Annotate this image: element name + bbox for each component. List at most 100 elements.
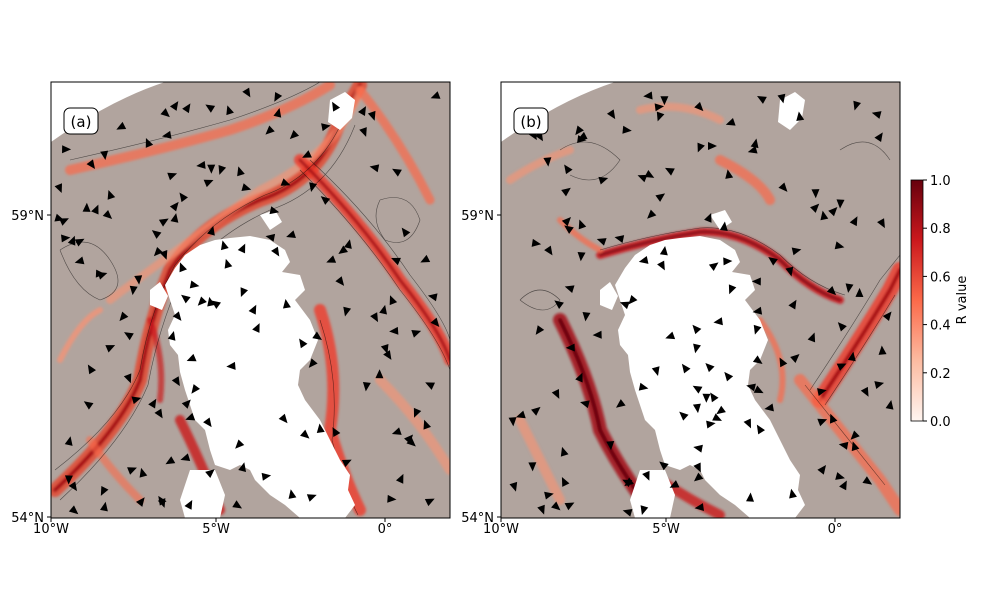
flow-arrow	[614, 235, 625, 243]
flow-arrow	[638, 382, 649, 391]
flow-arrow	[332, 101, 341, 112]
flow-arrow	[537, 504, 545, 515]
flow-arrow	[427, 293, 438, 302]
flow-arrow	[580, 400, 590, 409]
flow-arrow	[790, 353, 800, 363]
axis-ticks-b	[497, 214, 836, 522]
flow-arrow	[300, 429, 310, 439]
flow-arrow	[716, 405, 726, 415]
flow-arrow	[750, 138, 759, 149]
map-frame-b	[500, 81, 901, 519]
flow-arrow	[835, 472, 845, 480]
flow-arrow	[379, 304, 387, 315]
flow-arrow	[74, 256, 85, 265]
flow-arrow	[153, 246, 163, 257]
flow-arrow	[358, 106, 366, 116]
land-mainland	[615, 236, 805, 518]
panel-label-b-box: (b)	[513, 107, 549, 135]
flow-arrow	[391, 427, 402, 435]
x-tick-10w-b: 10°W	[483, 522, 519, 537]
flow-arrow	[828, 207, 838, 217]
flow-arrow	[151, 230, 162, 239]
flow-arrow	[91, 204, 99, 215]
flow-arrow	[874, 381, 885, 389]
colorbar-gradient	[910, 179, 924, 422]
land-orkney	[260, 210, 282, 230]
y-tick-54n-a: 54°N	[11, 511, 44, 526]
colorbar: 0.0 0.2 0.4 0.6 0.8 1.0 R value	[910, 174, 970, 430]
flow-arrow	[693, 462, 701, 473]
flow-arrow	[280, 178, 291, 186]
map-frame-a	[50, 81, 451, 519]
flow-arrow	[619, 301, 630, 310]
flow-arrow	[807, 332, 816, 343]
flow-arrow	[64, 475, 73, 485]
flow-arrow	[82, 202, 91, 212]
flow-arrow	[874, 132, 883, 143]
flow-arrow	[86, 159, 96, 170]
flow-arrow	[606, 440, 615, 451]
flow-arrow	[312, 331, 322, 340]
axis-ticks-a	[47, 214, 386, 522]
colorbar-tick-label: 0.2	[930, 367, 951, 382]
flow-arrow	[134, 275, 143, 285]
flow-arrow	[100, 150, 109, 161]
flow-arrow	[404, 434, 414, 444]
flow-arrow	[509, 481, 518, 492]
flow-arrow	[124, 332, 134, 341]
flow-arrow	[430, 317, 440, 328]
flow-arrow	[836, 199, 845, 209]
flow-arrow	[575, 125, 584, 136]
flow-arrow	[724, 371, 734, 382]
flow-arrow	[172, 311, 182, 321]
flow-arrow	[820, 210, 829, 221]
flow-arrow	[165, 456, 176, 465]
flow-arrow	[289, 130, 300, 140]
flow-arrow	[185, 412, 196, 421]
flow-arrow	[341, 459, 352, 468]
flow-arrow	[642, 470, 650, 481]
flow-arrow	[708, 262, 719, 272]
flow-arrow	[704, 212, 712, 223]
flow-arrow	[62, 145, 72, 154]
flow-arrow	[261, 472, 272, 481]
flow-arrow	[107, 189, 116, 200]
flow-arrow	[102, 209, 113, 219]
flow-arrow	[401, 227, 411, 238]
flow-arrow	[768, 257, 778, 266]
flow-arrow	[119, 311, 129, 322]
flow-arrow	[705, 362, 715, 373]
y-tick-59n-b: 59°N	[461, 209, 494, 224]
flow-arrow	[391, 257, 401, 266]
flow-arrow	[161, 130, 172, 139]
flow-arrow	[181, 294, 191, 304]
map-panel-b	[501, 82, 900, 518]
flow-arrow	[74, 238, 85, 247]
flow-arrow	[564, 225, 574, 234]
flow-arrow	[849, 216, 858, 227]
flow-arrow	[746, 492, 755, 502]
flow-arrow	[129, 285, 138, 296]
flow-arrow	[95, 269, 105, 278]
flow-arrow	[207, 296, 216, 307]
flow-arrow	[853, 100, 861, 111]
panel-label-b: (b)	[520, 113, 541, 131]
flow-arrow	[430, 91, 441, 99]
flow-arrow	[851, 441, 860, 452]
flow-arrow	[127, 467, 137, 475]
flow-arrow	[702, 393, 711, 403]
flow-arrow	[643, 91, 653, 100]
flow-arrow	[753, 385, 764, 394]
flow-arrow	[531, 238, 542, 247]
flow-arrow	[160, 108, 170, 118]
flow-arrow	[515, 410, 526, 419]
flow-arrow	[640, 505, 649, 516]
flow-arrow	[728, 284, 737, 295]
flow-arrow	[817, 418, 828, 427]
flow-arrow	[369, 164, 380, 173]
flow-arrow	[710, 392, 719, 403]
flow-arrow	[788, 299, 797, 310]
flow-arrow	[829, 413, 838, 424]
flow-arrow	[665, 331, 676, 340]
flow-arrow	[624, 477, 634, 487]
